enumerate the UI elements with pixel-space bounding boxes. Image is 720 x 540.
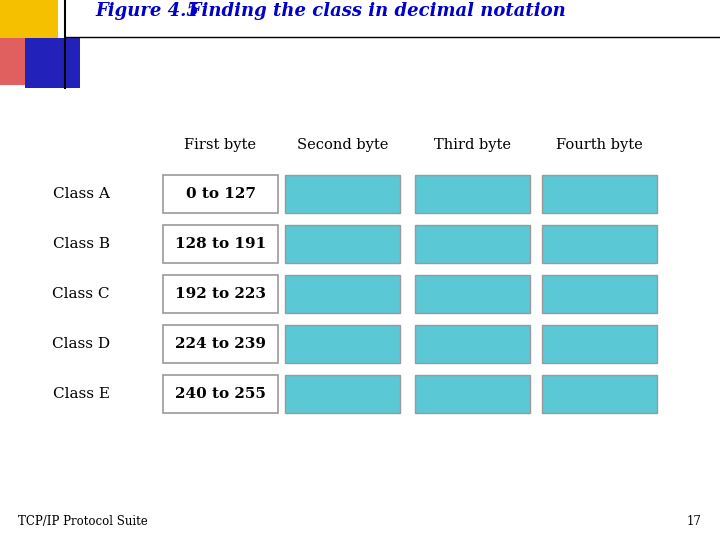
Bar bbox=[542, 175, 657, 213]
Text: 224 to 239: 224 to 239 bbox=[175, 337, 266, 351]
Bar bbox=[415, 375, 530, 413]
Text: Third byte: Third byte bbox=[434, 138, 511, 152]
Bar bbox=[285, 325, 400, 363]
Bar bbox=[542, 325, 657, 363]
Text: 128 to 191: 128 to 191 bbox=[175, 237, 266, 251]
Bar bbox=[415, 325, 530, 363]
Bar bbox=[415, 225, 530, 263]
Bar bbox=[415, 175, 530, 213]
Text: 17: 17 bbox=[687, 515, 702, 528]
Text: Class B: Class B bbox=[53, 237, 110, 251]
Bar bbox=[285, 175, 400, 213]
Text: Finding the class in decimal notation: Finding the class in decimal notation bbox=[170, 2, 566, 20]
Bar bbox=[285, 275, 400, 313]
Bar bbox=[542, 275, 657, 313]
Text: Fourth byte: Fourth byte bbox=[556, 138, 643, 152]
Text: Figure 4.5: Figure 4.5 bbox=[95, 2, 199, 20]
Text: Class E: Class E bbox=[53, 387, 110, 401]
Text: 240 to 255: 240 to 255 bbox=[175, 387, 266, 401]
Bar bbox=[542, 225, 657, 263]
Text: Second byte: Second byte bbox=[297, 138, 388, 152]
Text: Class D: Class D bbox=[52, 337, 110, 351]
Bar bbox=[163, 375, 278, 413]
Bar bbox=[415, 275, 530, 313]
Text: 0 to 127: 0 to 127 bbox=[186, 187, 256, 201]
Bar bbox=[163, 175, 278, 213]
Bar bbox=[285, 225, 400, 263]
Bar bbox=[285, 375, 400, 413]
Text: 192 to 223: 192 to 223 bbox=[175, 287, 266, 301]
Text: Class C: Class C bbox=[53, 287, 110, 301]
Bar bbox=[163, 225, 278, 263]
Text: TCP/IP Protocol Suite: TCP/IP Protocol Suite bbox=[18, 515, 148, 528]
Bar bbox=[542, 375, 657, 413]
Text: First byte: First byte bbox=[184, 138, 256, 152]
Text: Class A: Class A bbox=[53, 187, 110, 201]
Bar bbox=[163, 325, 278, 363]
Bar bbox=[163, 275, 278, 313]
